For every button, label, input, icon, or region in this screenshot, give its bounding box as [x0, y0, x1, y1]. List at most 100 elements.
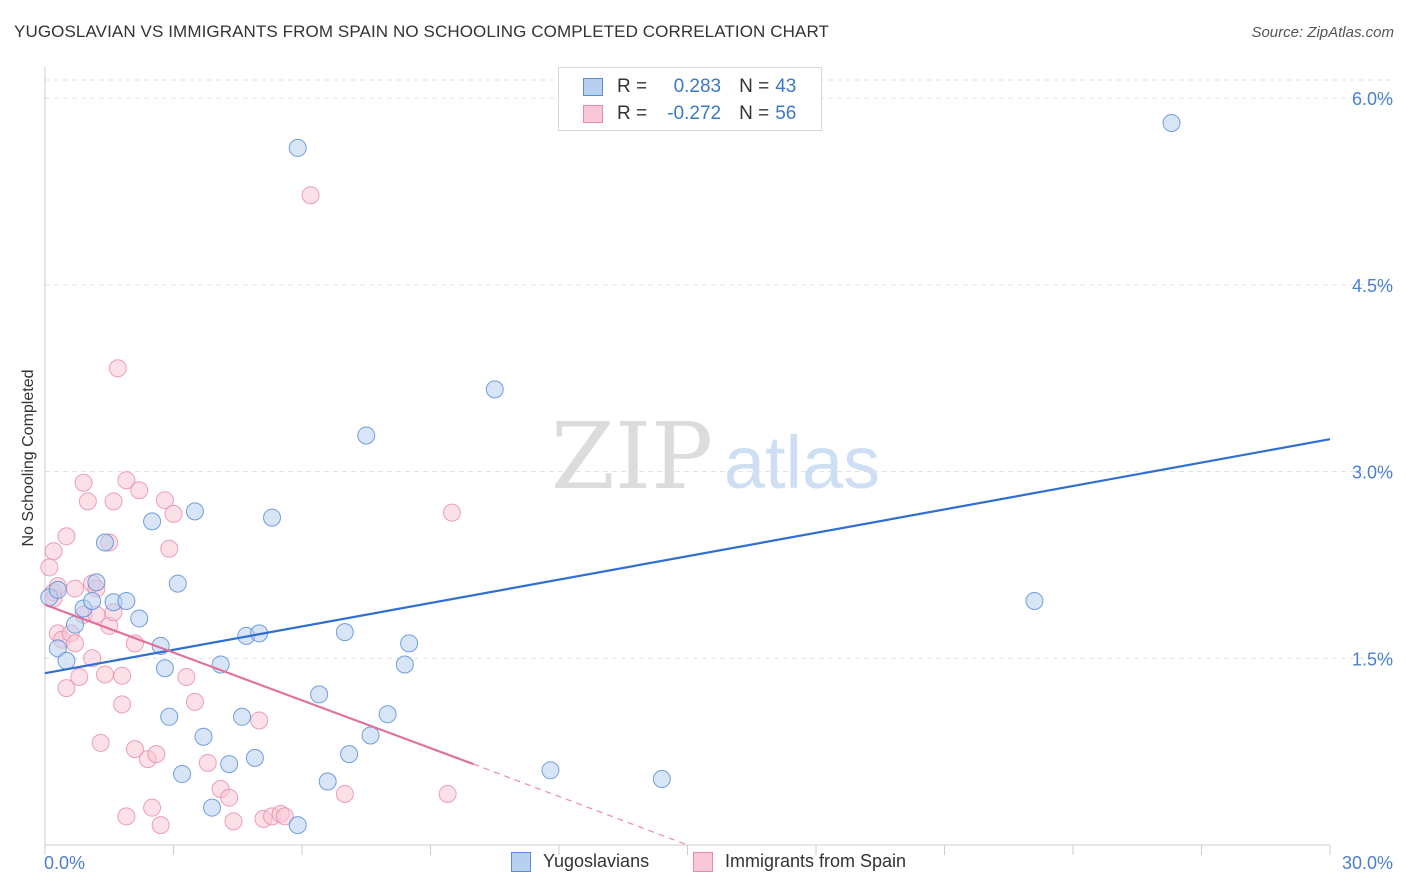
point-yugoslavians	[220, 755, 239, 774]
point-immigrants-from-spain	[130, 481, 149, 500]
point-immigrants-from-spain	[164, 504, 183, 523]
point-immigrants-from-spain	[44, 542, 63, 561]
point-yugoslavians	[288, 138, 307, 157]
point-yugoslavians	[173, 765, 192, 784]
point-yugoslavians	[340, 745, 359, 764]
point-yugoslavians	[185, 502, 204, 521]
source-credit: Source: ZipAtlas.com	[1251, 24, 1394, 41]
point-yugoslavians	[1025, 592, 1044, 611]
point-immigrants-from-spain	[57, 679, 76, 698]
point-yugoslavians	[485, 380, 504, 399]
point-yugoslavians	[95, 533, 114, 552]
point-immigrants-from-spain	[177, 667, 196, 686]
point-immigrants-from-spain	[442, 503, 461, 522]
watermark-zip: ZIP	[551, 403, 713, 510]
point-immigrants-from-spain	[220, 788, 239, 807]
gridlines	[45, 79, 1392, 659]
point-immigrants-from-spain	[74, 473, 93, 492]
point-immigrants-from-spain	[224, 812, 243, 831]
point-yugoslavians	[194, 727, 213, 746]
bottom-legend-label-yugoslavians: Yugoslavians	[543, 851, 650, 871]
y-axis-label: No Schooling Completed	[20, 369, 37, 547]
series-yugoslavians	[40, 114, 1181, 835]
bottom-legend-yugoslavians: Yugoslavians	[511, 851, 649, 872]
point-yugoslavians	[117, 592, 136, 611]
y-tick-label: 6.0%	[1352, 89, 1393, 109]
point-immigrants-from-spain	[125, 740, 144, 759]
tick-labels: 1.5% 3.0% 4.5% 6.0% 0.0% 30.0%	[44, 89, 1393, 873]
legend-swatch-yugoslavians	[583, 78, 603, 96]
point-yugoslavians	[155, 659, 174, 678]
y-tick-label: 3.0%	[1352, 463, 1393, 483]
point-immigrants-from-spain	[438, 784, 457, 803]
trend-line-yugoslavians	[44, 438, 1331, 675]
point-yugoslavians	[168, 574, 187, 593]
legend: R = 0.283 N = 43 R = -0.272 N = 56	[558, 67, 822, 131]
point-immigrants-from-spain	[250, 711, 269, 730]
point-immigrants-from-spain	[335, 784, 354, 803]
bottom-legend-swatch-yugoslavians	[511, 851, 531, 872]
legend-r-label: R =	[617, 76, 648, 97]
point-yugoslavians	[318, 772, 337, 791]
point-yugoslavians	[87, 573, 106, 592]
point-yugoslavians	[83, 592, 102, 611]
point-immigrants-from-spain	[83, 649, 102, 668]
chart-title: YUGOSLAVIAN VS IMMIGRANTS FROM SPAIN NO …	[14, 22, 829, 41]
point-yugoslavians	[1162, 114, 1181, 133]
point-yugoslavians	[400, 634, 419, 653]
point-yugoslavians	[245, 748, 264, 767]
point-immigrants-from-spain	[91, 733, 110, 752]
bottom-legend-immigrants-from-spain: Immigrants from Spain	[693, 851, 906, 872]
y-tick-label: 4.5%	[1352, 276, 1393, 296]
watermark-atlas: atlas	[724, 421, 880, 504]
point-yugoslavians	[48, 639, 67, 658]
point-yugoslavians	[130, 609, 149, 628]
point-yugoslavians	[541, 761, 560, 780]
point-immigrants-from-spain	[143, 798, 162, 817]
legend-swatch-immigrants-from-spain	[583, 105, 603, 123]
x-tick-label: 30.0%	[1342, 853, 1393, 873]
point-immigrants-from-spain	[65, 579, 84, 598]
point-immigrants-from-spain	[155, 491, 174, 510]
point-yugoslavians	[203, 798, 222, 817]
point-yugoslavians	[143, 512, 162, 531]
point-immigrants-from-spain	[40, 558, 59, 577]
legend-n-label: N =	[739, 103, 770, 124]
point-immigrants-from-spain	[275, 807, 294, 826]
point-yugoslavians	[335, 623, 354, 642]
point-immigrants-from-spain	[117, 807, 136, 826]
legend-r-value: -0.272	[667, 103, 722, 124]
point-yugoslavians	[288, 816, 307, 835]
point-yugoslavians	[310, 685, 329, 704]
legend-n-value: 56	[775, 103, 797, 124]
x-tick-label: 0.0%	[44, 853, 85, 873]
point-yugoslavians	[263, 508, 282, 527]
point-yugoslavians	[48, 580, 67, 599]
point-immigrants-from-spain	[113, 666, 132, 685]
legend-row-immigrants-from-spain: R = -0.272 N = 56	[583, 102, 796, 126]
point-immigrants-from-spain	[104, 492, 123, 511]
point-immigrants-from-spain	[160, 539, 179, 558]
trend-extension-immigrants-from-spain	[473, 763, 688, 846]
point-immigrants-from-spain	[78, 492, 97, 511]
point-immigrants-from-spain	[301, 186, 320, 205]
point-yugoslavians	[233, 707, 252, 726]
point-immigrants-from-spain	[147, 745, 166, 764]
legend-row-yugoslavians: R = 0.283 N = 43	[583, 75, 796, 99]
bottom-legend-swatch-immigrants-from-spain	[693, 851, 713, 872]
point-yugoslavians	[395, 655, 414, 674]
trend-line-immigrants-from-spain	[44, 603, 474, 766]
bottom-legend-label-immigrants-from-spain: Immigrants from Spain	[725, 851, 907, 871]
point-immigrants-from-spain	[108, 359, 127, 378]
point-immigrants-from-spain	[95, 665, 114, 684]
axes	[44, 67, 1331, 855]
point-immigrants-from-spain	[65, 634, 84, 653]
point-immigrants-from-spain	[57, 527, 76, 546]
point-immigrants-from-spain	[185, 692, 204, 711]
point-yugoslavians	[57, 651, 76, 670]
point-immigrants-from-spain	[198, 753, 217, 772]
legend-n-value: 43	[775, 76, 797, 97]
point-immigrants-from-spain	[151, 816, 170, 835]
legend-n-label: N =	[739, 76, 770, 97]
